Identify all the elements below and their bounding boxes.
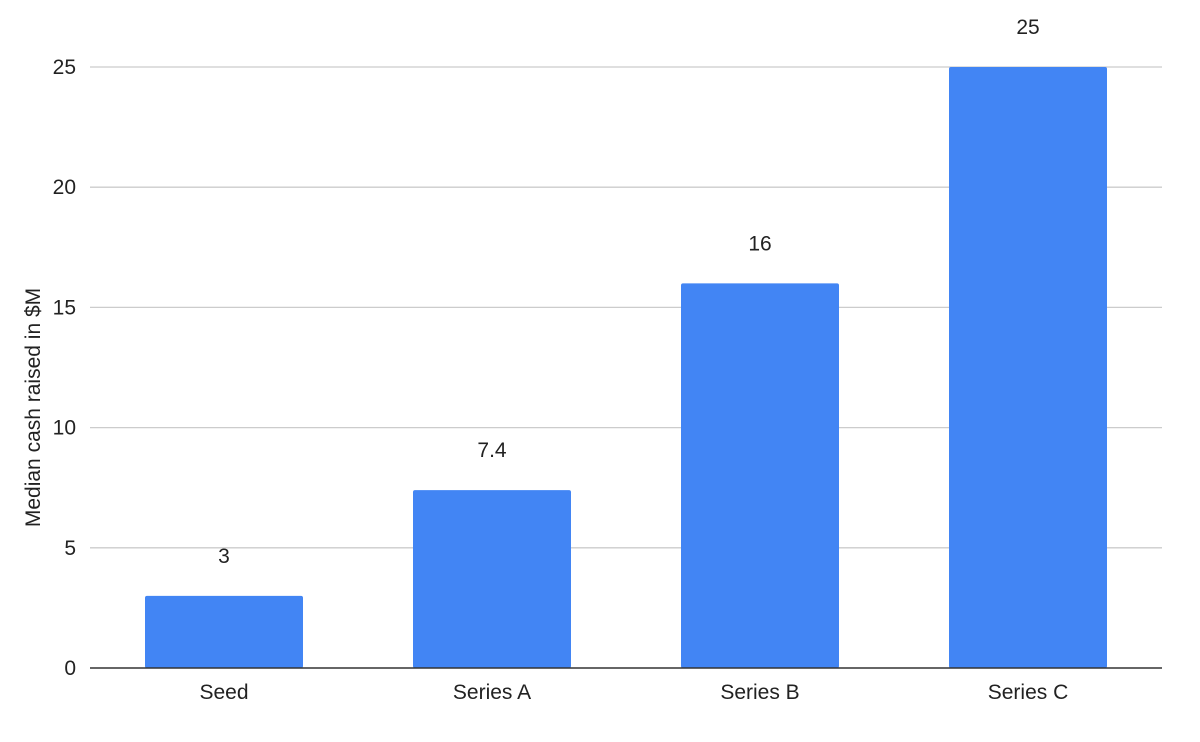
data-label: 25	[1016, 16, 1039, 39]
y-tick-label: 10	[53, 417, 76, 440]
bar-series-a	[413, 490, 571, 668]
y-axis-title: Median cash raised in $M	[22, 288, 45, 527]
y-tick-label: 5	[64, 537, 76, 560]
bars	[145, 67, 1107, 668]
y-tick-label: 0	[64, 657, 76, 680]
data-labels: 3 7.4 16 25	[218, 16, 1040, 568]
x-tick-label: Series B	[720, 681, 799, 704]
y-tick-label: 25	[53, 56, 76, 79]
x-tick-label: Seed	[199, 681, 248, 704]
bar-series-c	[949, 67, 1107, 668]
y-tick-label: 20	[53, 176, 76, 199]
data-label: 16	[748, 232, 771, 255]
bar-series-b	[681, 283, 839, 668]
x-tick-label: Series C	[988, 681, 1069, 704]
data-label: 3	[218, 545, 230, 568]
x-axis-ticks: Seed Series A Series B Series C	[199, 681, 1068, 704]
y-tick-label: 15	[53, 296, 76, 319]
y-axis-ticks: 0 5 10 15 20 25	[53, 56, 76, 680]
x-tick-label: Series A	[453, 681, 531, 704]
data-label: 7.4	[477, 439, 507, 462]
bar-seed	[145, 595, 303, 668]
